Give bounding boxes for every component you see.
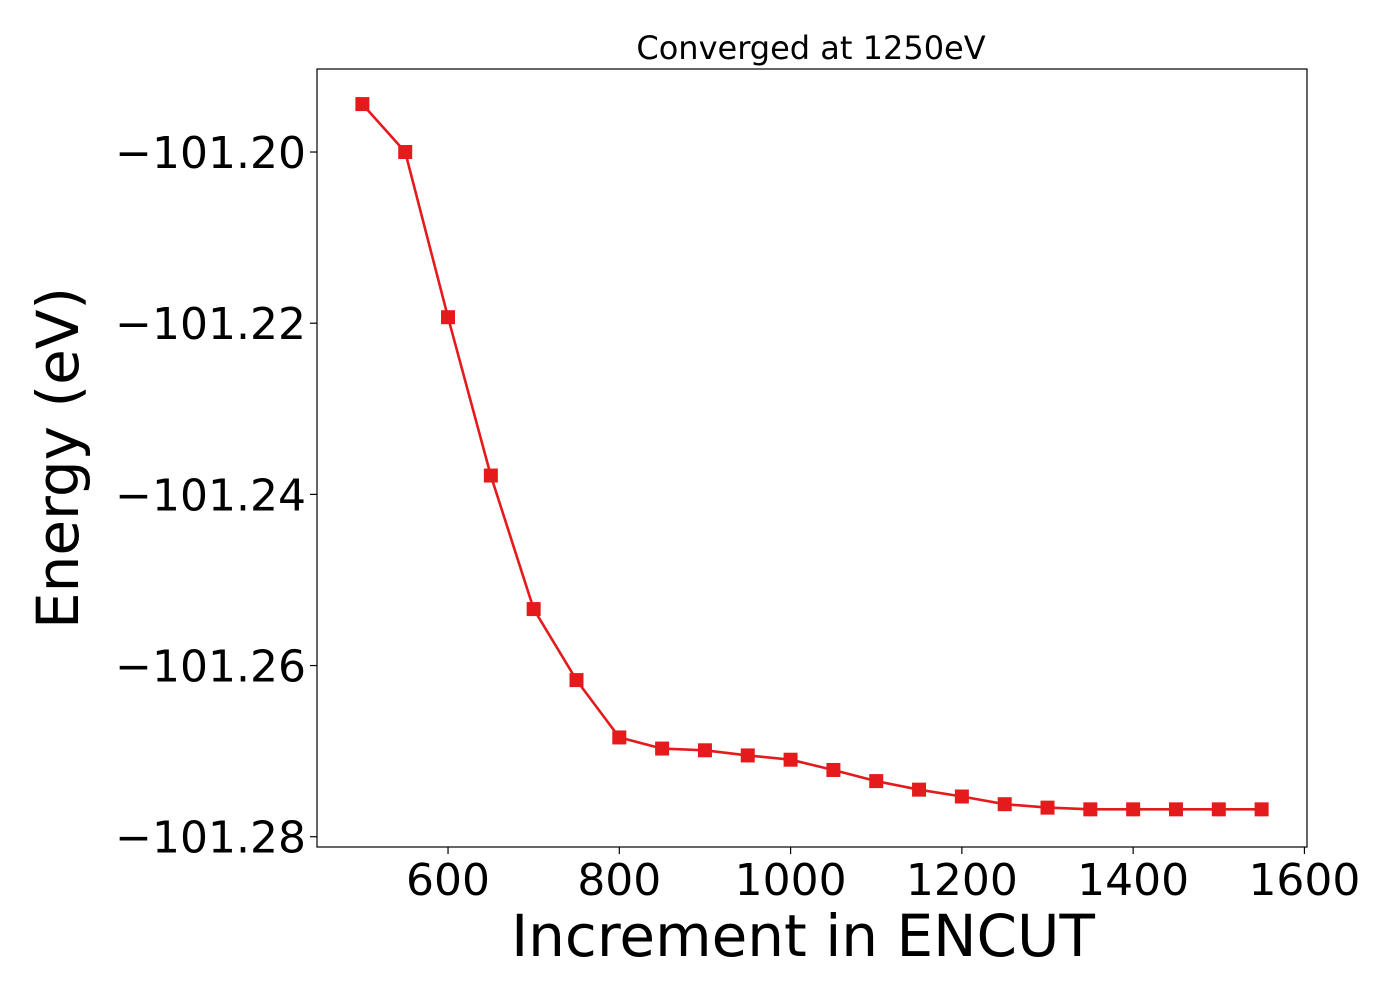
data-point-marker xyxy=(398,145,413,160)
data-point-marker xyxy=(483,468,498,483)
y-tick-label: −101.24 xyxy=(115,470,306,521)
x-tick-label: 1200 xyxy=(906,855,1018,906)
data-point-marker xyxy=(355,97,370,112)
y-axis-label: Energy (eV) xyxy=(24,287,92,629)
chart-title: Converged at 1250eV xyxy=(636,29,985,67)
series-line-group xyxy=(361,103,1262,811)
data-point-marker xyxy=(826,762,841,777)
y-tick-label: −101.20 xyxy=(115,128,306,179)
data-point-marker xyxy=(740,748,755,763)
data-point-marker xyxy=(954,789,969,804)
data-point-marker xyxy=(1211,802,1226,817)
x-tick-label: 800 xyxy=(577,855,661,906)
plot-area-frame xyxy=(316,68,1308,848)
x-axis-label: Increment in ENCUT xyxy=(511,902,1095,970)
y-tick-label: −101.26 xyxy=(115,642,306,693)
data-point-marker xyxy=(869,774,884,789)
x-tick-label: 1000 xyxy=(735,855,847,906)
data-point-marker xyxy=(1254,802,1269,817)
x-tick-label: 600 xyxy=(406,855,490,906)
data-point-marker xyxy=(612,730,627,745)
data-point-marker xyxy=(569,673,584,688)
axis-ticks: 600 800 1000 1200 1400 1600 −101.28 −101.26 −101… xyxy=(115,128,1360,906)
data-point-marker xyxy=(655,741,670,756)
data-markers xyxy=(355,97,1269,817)
data-point-marker xyxy=(912,782,927,797)
data-point-marker xyxy=(1168,802,1183,817)
data-point-marker xyxy=(526,602,541,617)
data-point-marker xyxy=(1126,802,1141,817)
data-point-marker xyxy=(697,743,712,758)
data-point-marker xyxy=(997,797,1012,812)
data-point-marker xyxy=(1040,800,1055,815)
data-point-marker xyxy=(783,752,798,767)
y-tick-label: −101.22 xyxy=(115,299,306,350)
x-tick-label: 1400 xyxy=(1077,855,1189,906)
y-tick-label: −101.28 xyxy=(115,813,306,864)
x-tick-label: 1600 xyxy=(1248,855,1360,906)
series-line xyxy=(361,103,1262,811)
data-point-marker xyxy=(441,310,456,325)
data-point-marker xyxy=(1083,802,1098,817)
